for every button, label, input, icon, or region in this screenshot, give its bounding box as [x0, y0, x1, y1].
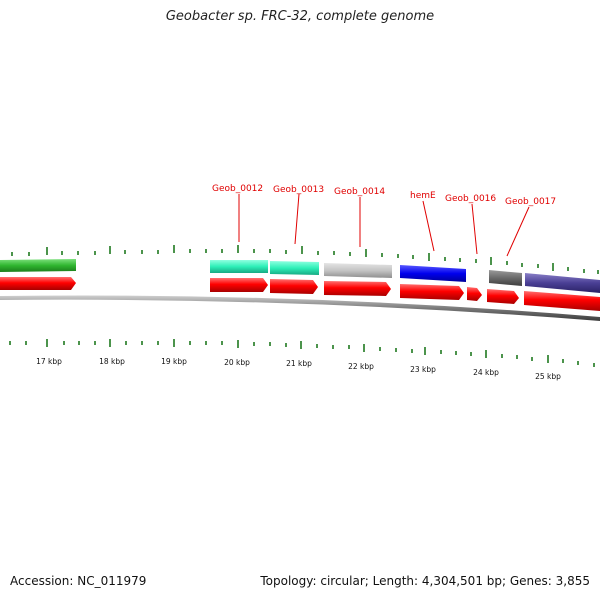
- cds-arrow[interactable]: [0, 277, 76, 290]
- kbp-label: 17 kbp: [36, 357, 62, 366]
- gene-labels: Geob_0012 Geob_0013 Geob_0014 hemE Geob_…: [212, 184, 556, 207]
- gene-label-geob-0014[interactable]: Geob_0014: [334, 187, 385, 197]
- kbp-label: 19 kbp: [161, 357, 187, 366]
- kbp-label: 22 kbp: [348, 362, 374, 371]
- map-title: Geobacter sp. FRC-32, complete genome: [165, 9, 435, 24]
- kbp-label: 20 kbp: [224, 358, 250, 367]
- cds-arrow[interactable]: [524, 291, 600, 311]
- outer-tick-ring: [11, 245, 599, 274]
- gene-feature-green[interactable]: [0, 259, 76, 272]
- cds-arrow[interactable]: [324, 281, 391, 296]
- gene-feature-geob-0012[interactable]: [210, 260, 268, 273]
- kbp-label: 24 kbp: [473, 368, 499, 377]
- gene-label-geob-0017[interactable]: Geob_0017: [505, 197, 556, 207]
- kbp-label: 18 kbp: [99, 357, 125, 366]
- gene-feature-geob-0014[interactable]: [324, 263, 392, 278]
- gene-feature-geob-0017[interactable]: [525, 273, 600, 293]
- inner-tick-ring: [9, 339, 595, 367]
- feature-track: [0, 259, 600, 293]
- cds-arrow[interactable]: [400, 284, 464, 300]
- cds-track: [0, 277, 600, 311]
- cds-arrow[interactable]: [487, 289, 519, 304]
- accession-label: Accession: NC_011979: [10, 574, 147, 588]
- gene-label-geob-0013[interactable]: Geob_0013: [273, 185, 324, 195]
- kbp-label: 21 kbp: [286, 359, 312, 368]
- gene-label-leaders: [238, 193, 530, 257]
- gene-feature-geob-0016[interactable]: [489, 270, 522, 286]
- cds-arrow[interactable]: [467, 287, 482, 301]
- gene-label-geob-0016[interactable]: Geob_0016: [445, 194, 496, 204]
- gene-feature-heme[interactable]: [400, 265, 466, 282]
- kbp-scale-labels: 17 kbp 18 kbp 19 kbp 20 kbp 21 kbp 22 kb…: [36, 357, 561, 381]
- gene-feature-geob-0013[interactable]: [270, 261, 319, 275]
- cds-arrow[interactable]: [270, 279, 318, 294]
- genome-backbone: [0, 295, 600, 321]
- gene-label-heme[interactable]: hemE: [410, 191, 436, 201]
- cds-arrow[interactable]: [210, 278, 268, 292]
- kbp-label: 25 kbp: [535, 372, 561, 381]
- topology-label: Topology: circular; Length: 4,304,501 bp…: [260, 574, 590, 588]
- kbp-label: 23 kbp: [410, 365, 436, 374]
- gene-label-geob-0012[interactable]: Geob_0012: [212, 184, 263, 194]
